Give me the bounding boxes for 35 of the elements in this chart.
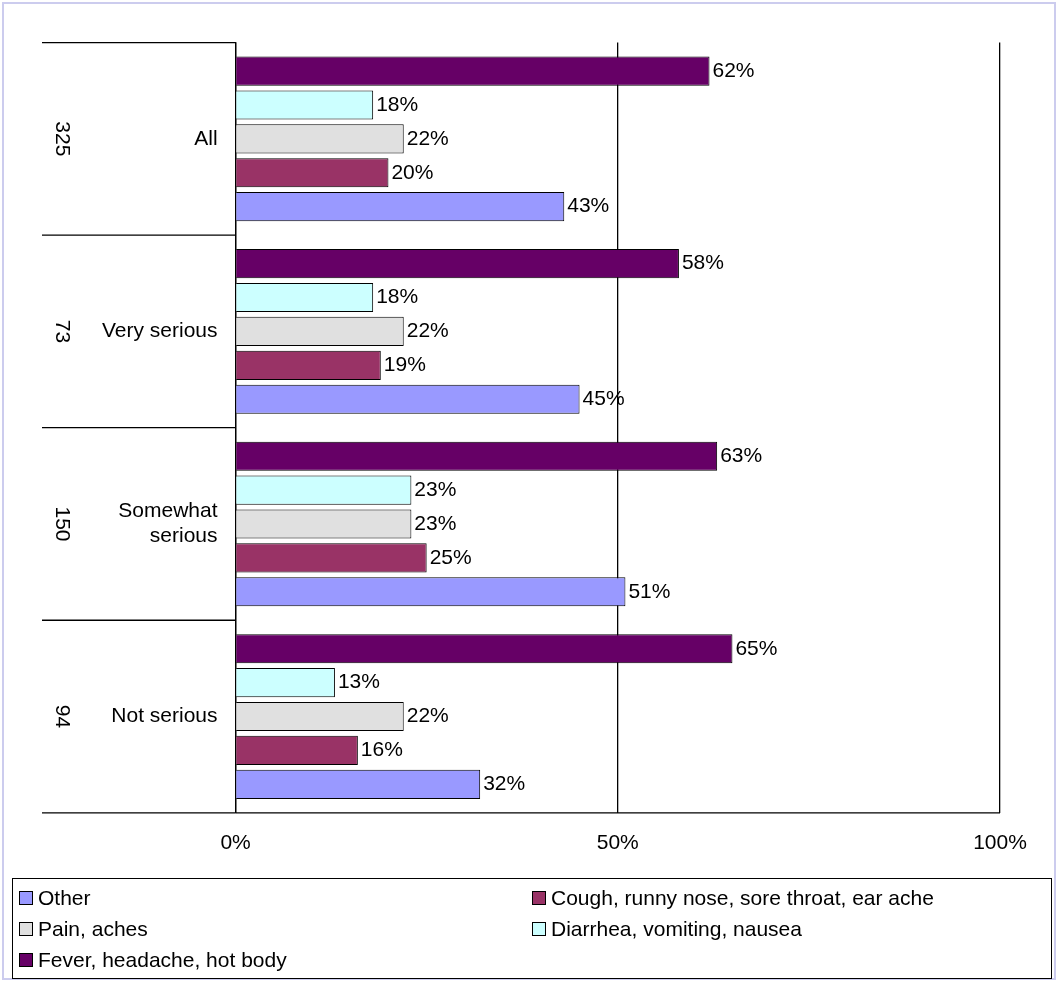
text: 325 xyxy=(52,121,76,157)
data-label: 23% xyxy=(414,476,457,500)
data-label: 13% xyxy=(337,669,380,693)
data-label: 32% xyxy=(483,771,526,795)
data-label: 43% xyxy=(567,193,610,217)
data-label: 20% xyxy=(391,159,434,183)
data-label: 65% xyxy=(735,635,778,659)
data-label: 23% xyxy=(414,510,457,534)
data-label: 19% xyxy=(383,352,426,376)
data-label: 63% xyxy=(720,442,763,466)
y-tick-label: Very serious xyxy=(101,318,218,342)
y-tick-label: Somewhat serious xyxy=(118,498,218,547)
text: 94 xyxy=(52,704,76,729)
text: 73 xyxy=(52,319,76,344)
data-label: 22% xyxy=(406,125,449,149)
data-label: 25% xyxy=(429,544,472,568)
text: 150 xyxy=(52,506,76,542)
legend-label: Cough, runny nose, sore throat, ear ache xyxy=(551,885,934,910)
data-label: 62% xyxy=(712,57,755,81)
data-label: 18% xyxy=(376,91,419,115)
x-tick-label: 0% xyxy=(220,830,251,854)
data-label: 16% xyxy=(360,737,403,761)
y-tick-label: All xyxy=(194,125,218,149)
y-tick-label: Not serious xyxy=(111,703,218,727)
data-label: 22% xyxy=(406,318,449,342)
data-label: 22% xyxy=(406,703,449,727)
legend-label: Diarrhea, vomiting, nausea xyxy=(551,916,802,941)
legend-label: Pain, aches xyxy=(38,916,148,941)
x-tick-label: 100% xyxy=(973,830,1027,854)
legend-label: Other xyxy=(38,885,91,910)
data-label: 58% xyxy=(681,250,724,274)
data-label: 18% xyxy=(376,284,419,308)
x-tick-label: 50% xyxy=(596,830,639,854)
data-label: 51% xyxy=(628,578,671,602)
legend-label: Fever, headache, hot body xyxy=(38,947,287,972)
